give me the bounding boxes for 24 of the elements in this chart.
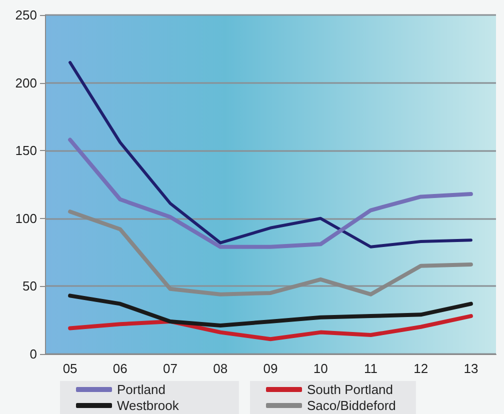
y-tick-label: 50 bbox=[22, 278, 37, 294]
x-tick-label: 07 bbox=[163, 361, 178, 376]
line-series bbox=[68, 210, 473, 296]
line-series bbox=[68, 60, 472, 248]
x-tick-label: 08 bbox=[213, 361, 228, 376]
legend-label: Westbrook bbox=[117, 398, 180, 413]
line-series bbox=[68, 314, 473, 342]
x-tick-label: 12 bbox=[414, 361, 428, 376]
line-series bbox=[68, 138, 473, 249]
legend-label: Saco/Biddeford bbox=[307, 398, 396, 413]
x-tick-label: 06 bbox=[112, 361, 128, 376]
x-tick-label: 10 bbox=[313, 361, 328, 376]
legend-label: South Portland bbox=[307, 382, 394, 397]
y-tick-label: 0 bbox=[30, 346, 37, 362]
y-tick-label: 100 bbox=[15, 210, 37, 226]
x-tick-label: 13 bbox=[464, 361, 478, 376]
y-tick-label: 250 bbox=[15, 8, 37, 22]
line-series bbox=[68, 294, 473, 328]
x-tick-label: 05 bbox=[62, 361, 78, 376]
y-tick-label: 200 bbox=[15, 75, 37, 90]
y-tick-label: 150 bbox=[15, 143, 37, 158]
x-tick-label: 09 bbox=[263, 361, 278, 376]
x-tick-label: 11 bbox=[364, 361, 378, 376]
legend-label: Portland bbox=[117, 382, 166, 397]
